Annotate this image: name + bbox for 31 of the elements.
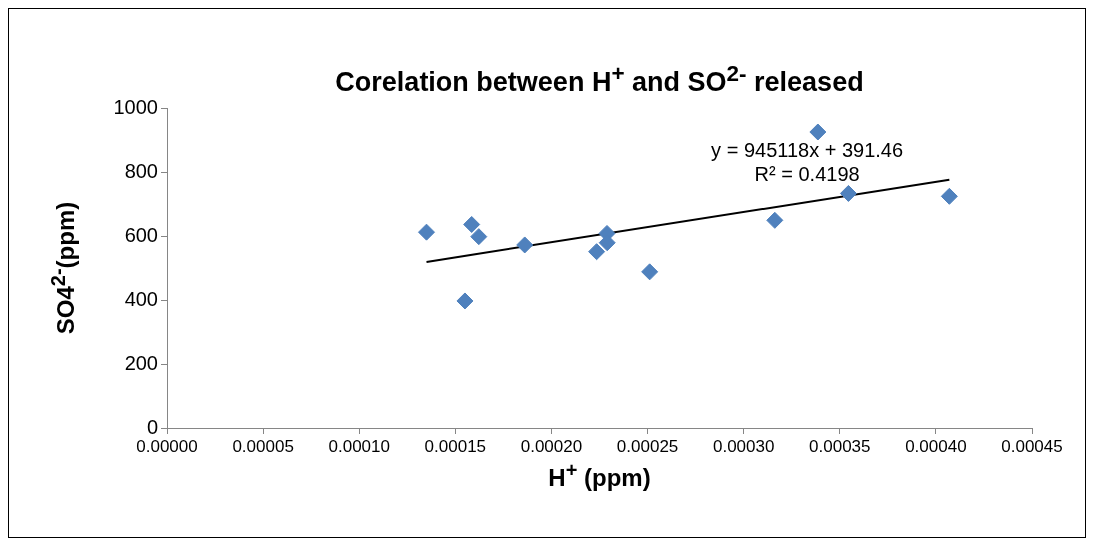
x-tick-label: 0.00005 <box>232 436 294 456</box>
annotation: R² = 0.4198 <box>754 162 860 185</box>
x-tick-label: 0.00045 <box>1001 436 1063 456</box>
annotation: y = 945118x + 391.46 <box>711 138 904 161</box>
point <box>839 184 857 202</box>
point <box>940 187 958 205</box>
x-tick-label: 0.00015 <box>424 436 487 456</box>
point <box>418 223 435 241</box>
x-tick-label: 0.00040 <box>905 436 967 456</box>
point <box>463 215 481 233</box>
x-tick-label: 0.00035 <box>809 436 871 456</box>
y-tick-label: 0 <box>146 415 158 438</box>
x-tick-label: 0.00030 <box>712 436 775 456</box>
point <box>456 292 474 310</box>
point <box>516 236 534 254</box>
y-tick-label: 800 <box>124 159 158 182</box>
point <box>766 211 784 229</box>
x-tick-label: 0.00020 <box>520 436 583 456</box>
point <box>641 263 659 281</box>
chart-title: Corelation between H$^{+}$ and SO$^{2-}$ released <box>334 61 865 98</box>
y-tick-label: 1000 <box>113 95 158 118</box>
x-tick-label: 0.00000 <box>136 436 198 456</box>
x-axis-title: H$^{+}$ (ppm) <box>547 459 652 492</box>
x-tick-label: 0.00025 <box>616 436 679 456</box>
x-tick-label: 0.00010 <box>328 436 390 456</box>
y-tick-label: 400 <box>124 287 158 310</box>
point <box>588 243 606 261</box>
y-tick-label: 200 <box>124 351 158 374</box>
point <box>809 123 827 141</box>
point <box>470 228 488 246</box>
y-tick-label: 600 <box>124 223 158 246</box>
